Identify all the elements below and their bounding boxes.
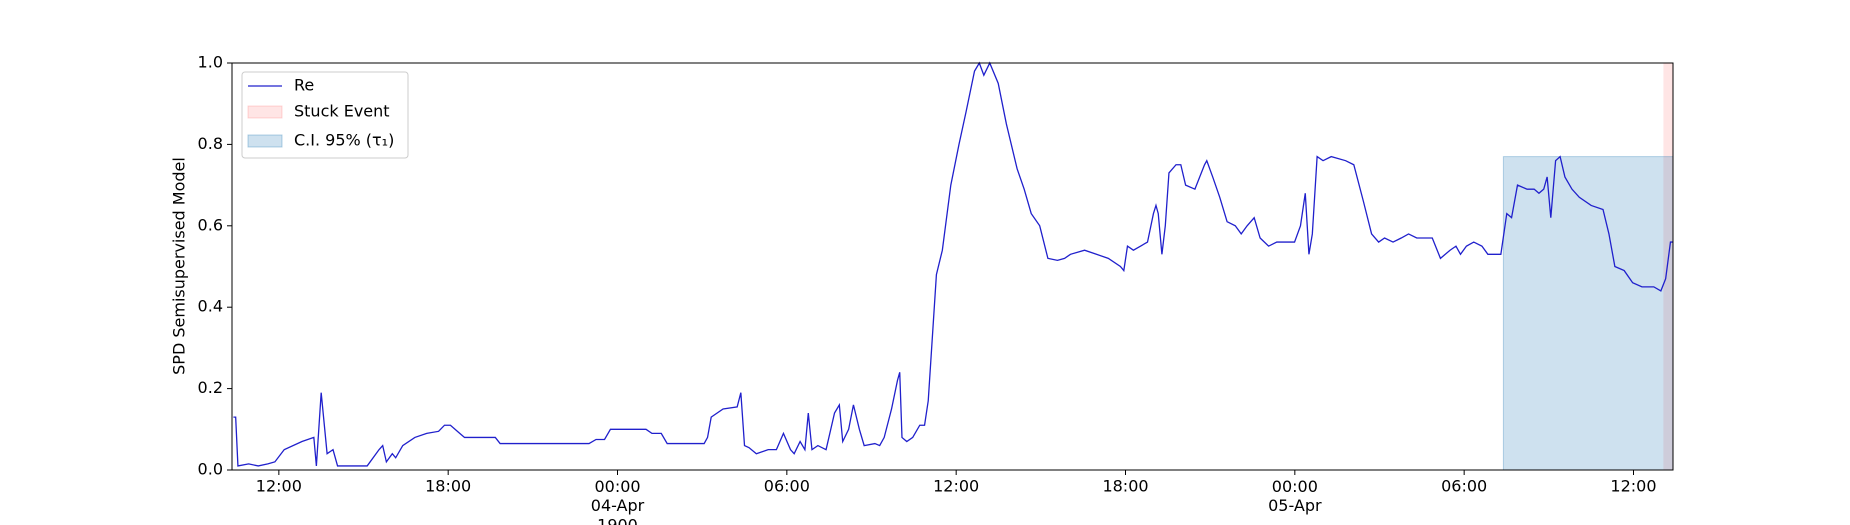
legend: Re Stuck Event C.I. 95% (τ₁): [241, 71, 409, 159]
x-tick-label: 00:00 05-Apr: [1268, 477, 1322, 515]
x-tick-label: 00:00 04-Apr 1900: [591, 477, 645, 525]
legend-label: Re: [294, 76, 314, 95]
axes-frame: [231, 62, 1674, 471]
y-tick-label: 0.0: [198, 460, 223, 479]
legend-swatch: [247, 134, 283, 148]
x-tick-label: 12:00: [1610, 477, 1656, 496]
plot-area: [233, 61, 1674, 471]
y-axis-label: SPD Semisupervised Model: [170, 157, 189, 375]
x-tick-label: 06:00: [1441, 477, 1487, 496]
x-tick-label: 12:00: [256, 477, 302, 496]
legend-swatch: [247, 105, 283, 119]
legend-box: [241, 71, 409, 159]
y-tick-label: 1.0: [198, 53, 223, 72]
y-tick-label: 0.8: [198, 134, 223, 153]
data-line: [233, 61, 1673, 467]
x-tick-label: 06:00: [764, 477, 810, 496]
x-tick-label: 18:00: [1102, 477, 1148, 496]
x-tick-label: 12:00: [933, 477, 979, 496]
span: [1663, 63, 1673, 470]
y-tick-label: 0.2: [198, 378, 223, 397]
y-tick-label: 0.6: [198, 215, 223, 234]
legend-label: Stuck Event: [294, 102, 390, 121]
legend-label: C.I. 95% (τ₁): [294, 131, 394, 150]
span: [1502, 156, 1674, 471]
y-tick-label: 0.4: [198, 297, 223, 316]
x-tick-label: 18:00: [425, 477, 471, 496]
